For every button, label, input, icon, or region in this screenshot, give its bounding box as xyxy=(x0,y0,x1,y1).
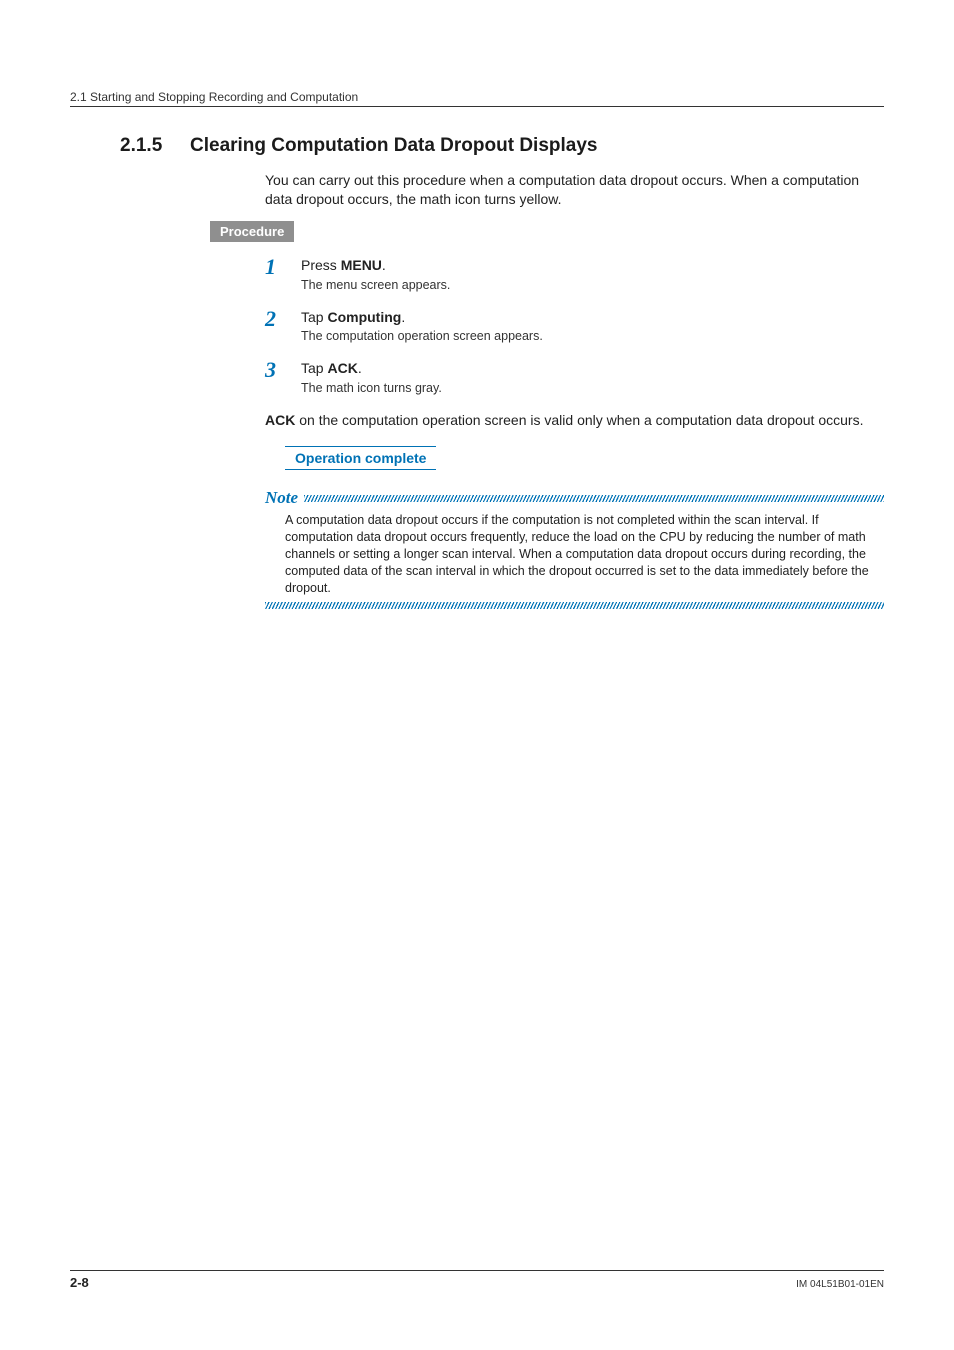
step-number: 2 xyxy=(265,308,301,346)
post-steps-bold: ACK xyxy=(265,412,295,428)
section-title: Clearing Computation Data Dropout Displa… xyxy=(190,135,597,157)
post-steps-rest: on the computation operation screen is v… xyxy=(295,412,863,428)
section-number: 2.1.5 xyxy=(70,135,190,157)
step-text-bold: Computing xyxy=(327,309,401,325)
procedure-step: 2 Tap Computing. The computation operati… xyxy=(265,308,884,346)
post-steps-paragraph: ACK on the computation operation screen … xyxy=(265,411,884,430)
hatch-rule-icon xyxy=(304,495,884,502)
step-text-pre: Tap xyxy=(301,360,327,376)
step-body: Tap ACK. The math icon turns gray. xyxy=(301,359,442,397)
page-footer: 2-8 IM 04L51B01-01EN xyxy=(70,1270,884,1290)
section-heading: 2.1.5 Clearing Computation Data Dropout … xyxy=(70,135,884,157)
step-number: 3 xyxy=(265,359,301,397)
procedure-step: 1 Press MENU. The menu screen appears. xyxy=(265,256,884,294)
step-text-pre: Tap xyxy=(301,309,327,325)
note-header: Note xyxy=(265,488,884,508)
operation-complete-wrap: Operation complete xyxy=(285,446,884,470)
document-id: IM 04L51B01-01EN xyxy=(796,1279,884,1290)
hatch-rule-icon xyxy=(265,602,884,609)
running-header: 2.1 Starting and Stopping Recording and … xyxy=(70,90,884,107)
procedure-step: 3 Tap ACK. The math icon turns gray. xyxy=(265,359,884,397)
step-number: 1 xyxy=(265,256,301,294)
operation-complete-label: Operation complete xyxy=(285,446,436,470)
note-label: Note xyxy=(265,488,298,508)
step-text-post: . xyxy=(382,257,386,273)
intro-paragraph: You can carry out this procedure when a … xyxy=(265,171,879,209)
step-text-pre: Press xyxy=(301,257,341,273)
procedure-label: Procedure xyxy=(210,221,294,242)
step-body: Press MENU. The menu screen appears. xyxy=(301,256,450,294)
step-body: Tap Computing. The computation operation… xyxy=(301,308,543,346)
note-body: A computation data dropout occurs if the… xyxy=(285,512,879,596)
step-text-bold: ACK xyxy=(327,360,357,376)
step-subtext: The menu screen appears. xyxy=(301,278,450,292)
step-text-post: . xyxy=(401,309,405,325)
step-text-bold: MENU xyxy=(341,257,382,273)
step-subtext: The math icon turns gray. xyxy=(301,381,442,395)
page-number: 2-8 xyxy=(70,1275,89,1290)
step-subtext: The computation operation screen appears… xyxy=(301,329,543,343)
step-text-post: . xyxy=(358,360,362,376)
